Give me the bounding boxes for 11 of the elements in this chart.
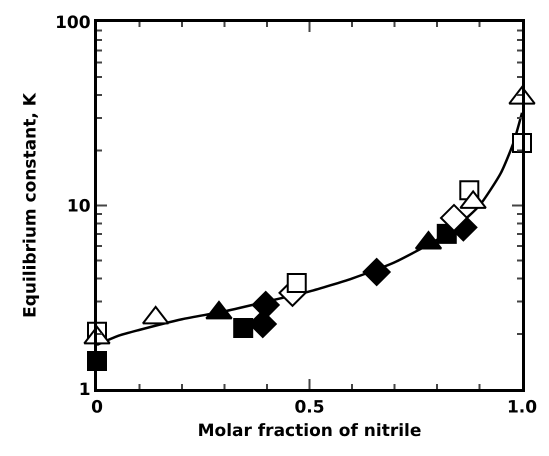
x-tick-label: 0.5 [294, 397, 325, 418]
x-tick-label: 1.0 [506, 397, 538, 418]
y-tick-label: 1 [78, 380, 91, 400]
y-tick-label: 10 [66, 196, 91, 216]
y-tick-label: 100 [55, 12, 91, 33]
x-tick-label: 0 [91, 397, 104, 418]
y-axis-title: Equilibrium constant, K [20, 92, 41, 318]
x-axis-title: Molar fraction of nitrile [198, 420, 422, 441]
point [362, 258, 391, 286]
point [233, 318, 254, 338]
point [286, 273, 307, 294]
